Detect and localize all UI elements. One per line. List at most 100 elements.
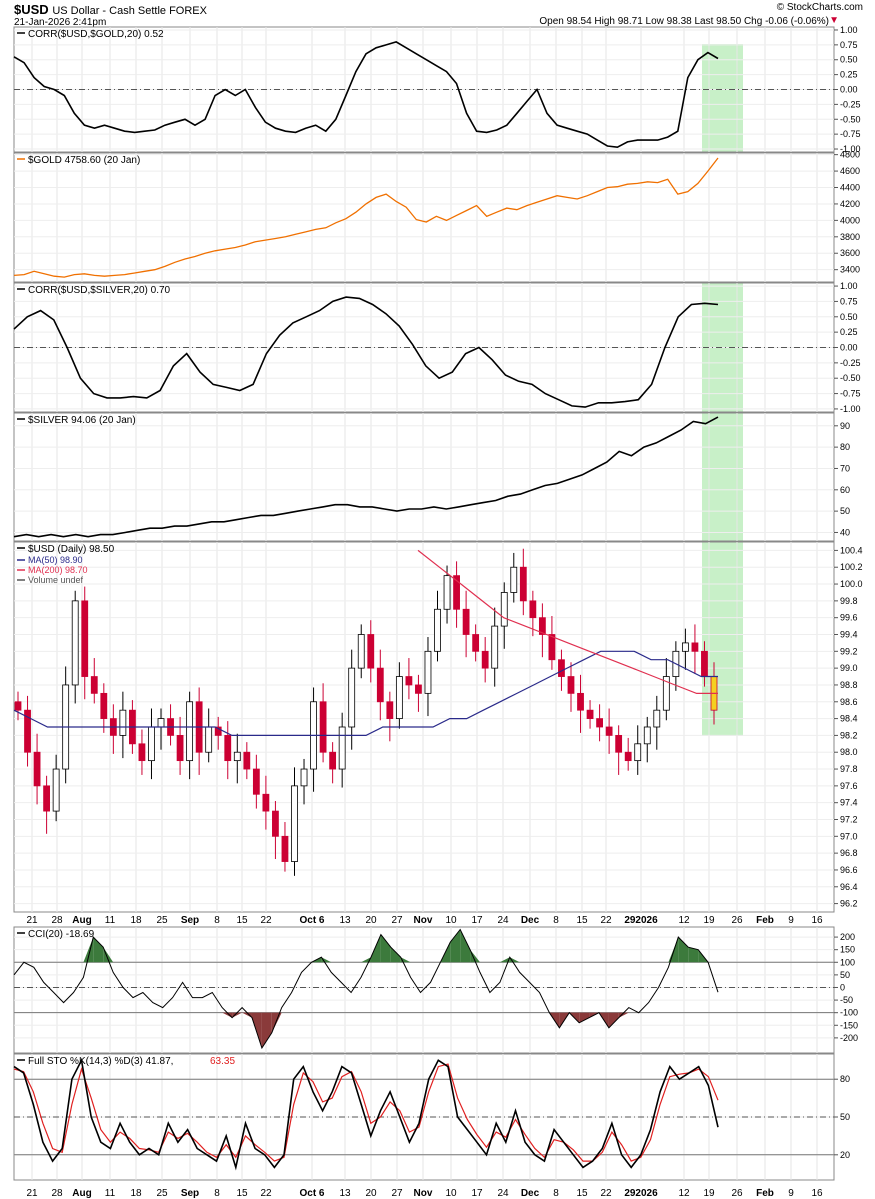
ytick-label: 97.4 — [840, 798, 858, 808]
ma50-line — [13, 650, 718, 736]
x-tick-label: 19 — [703, 915, 715, 926]
cci-oversold-area — [261, 1012, 272, 1048]
ytick-label: 0.00 — [840, 85, 858, 95]
chg-arrow: ▼ — [829, 15, 839, 26]
candle-body — [186, 701, 194, 762]
cci-oversold-area — [242, 1012, 252, 1018]
candle-body — [662, 676, 670, 711]
panel-title: CORR($USD,$GOLD,20) 0.52 — [28, 29, 164, 40]
candle-body — [500, 592, 508, 627]
symbol-name: US Dollar - Cash Settle FOREX — [52, 5, 207, 17]
panel-title: $GOLD 4758.60 (20 Jan) — [28, 155, 140, 166]
candle-body — [653, 709, 661, 728]
symbol-title: $USD US Dollar - Cash Settle FOREX — [14, 2, 207, 17]
x-tick-label: 28 — [51, 915, 63, 926]
candle-body — [157, 718, 165, 728]
ytick-label: 4400 — [840, 183, 860, 193]
ytick-label: 98.0 — [840, 747, 858, 757]
ytick-label: 0.75 — [840, 40, 858, 50]
x-tick-label: 27 — [391, 915, 403, 926]
ytick-label: 60 — [840, 485, 850, 495]
ytick-label: 98.8 — [840, 680, 858, 690]
cci-overbought-area — [470, 949, 481, 963]
x-axis-labels: 21 28 Aug 11 18 25 Sep 8 15 22 Oct 6 13 20 27 Nov 10 17 2… — [26, 1188, 823, 1199]
candle-body — [472, 634, 480, 652]
x-tick-label: 24 — [497, 1188, 509, 1199]
candle-body — [386, 701, 394, 719]
x-tick-label: 22 — [260, 1188, 272, 1199]
candle-body — [319, 701, 327, 753]
candle-body — [148, 726, 155, 762]
x-tick-label: 12 — [678, 1188, 690, 1199]
x-tick-label: 8 — [214, 915, 220, 926]
candle-body — [424, 650, 432, 694]
gold-line — [13, 157, 719, 278]
x-tick-label: Aug — [72, 915, 91, 926]
x-tick-label: 28 — [51, 1188, 63, 1199]
cci-oversold-area — [232, 1012, 243, 1018]
candle-body — [577, 692, 584, 711]
candle-body — [462, 608, 470, 635]
cci-overbought-area — [668, 937, 679, 963]
candle-body — [519, 566, 527, 602]
panel-title: $SILVER 94.06 (20 Jan) — [28, 415, 136, 426]
candle-body — [691, 642, 699, 652]
candle-body — [605, 726, 613, 736]
ytick-label: 98.4 — [840, 714, 858, 724]
x-tick-label: Oct 6 — [299, 1188, 324, 1199]
ytick-label: 100.2 — [840, 562, 863, 572]
ytick-label: 0.25 — [840, 70, 858, 80]
x-tick-label: 8 — [553, 1188, 559, 1199]
candle-body — [281, 835, 289, 862]
ytick-label: 40 — [840, 527, 850, 537]
ytick-label: 90 — [840, 421, 850, 431]
candle-body — [90, 676, 98, 694]
ytick-label: 99.4 — [840, 630, 858, 640]
ytick-label: 50 — [840, 970, 850, 980]
ytick-label: 100.4 — [840, 545, 863, 555]
x-tick-label: 10 — [445, 1188, 457, 1199]
corr-silver-line — [13, 296, 719, 408]
ytick-label: 200 — [840, 932, 855, 942]
ytick-label: 96.8 — [840, 848, 858, 858]
ytick-label: -0.75 — [840, 389, 861, 399]
ytick-label: 0.50 — [840, 312, 858, 322]
ytick-label: 0.75 — [840, 296, 858, 306]
candle-body — [33, 751, 41, 787]
x-tick-label: 16 — [811, 915, 823, 926]
ytick-label: 1.00 — [840, 25, 858, 35]
x-tick-label: 27 — [391, 1188, 403, 1199]
x-tick-label: 22 — [600, 1188, 612, 1199]
ohlc-text: Open 98.54 High 98.71 Low 98.38 Last 98.… — [539, 16, 829, 27]
candles — [14, 548, 718, 876]
candle-body — [329, 751, 337, 770]
candle-body — [24, 709, 31, 753]
ytick-label: -1.00 — [840, 404, 861, 414]
candle-body — [138, 743, 146, 762]
candle-body — [262, 793, 270, 812]
ytick-label: 50 — [840, 1112, 850, 1122]
chart-date: 21-Jan-2026 2:41pm — [14, 17, 107, 28]
candle-body — [453, 575, 460, 610]
ytick-label: 97.6 — [840, 781, 858, 791]
silver-line — [13, 416, 719, 538]
x-tick-label: 8 — [553, 915, 559, 926]
panel-title: CORR($USD,$SILVER,20) 0.70 — [28, 285, 171, 296]
cci-overbought-area — [93, 937, 104, 963]
panel-frame — [13, 541, 835, 913]
x-tick-label: 8 — [214, 1188, 220, 1199]
candle-body — [681, 642, 689, 652]
x-tick-label: 292026 — [624, 1188, 658, 1199]
cci-overbought-area — [103, 947, 114, 963]
panel-title: Full STO %K(14,3) %D(3) 41.87, — [28, 1056, 173, 1067]
candle-body — [395, 676, 403, 719]
candle-body — [252, 768, 260, 795]
cci-overbought-area — [499, 957, 510, 963]
candle-body — [348, 667, 356, 728]
ytick-label: 99.6 — [840, 613, 858, 623]
x-tick-label: 10 — [445, 915, 457, 926]
x-tick-label: 22 — [260, 915, 272, 926]
candle-body — [119, 709, 127, 736]
legend-entry: MA(50) 98.90 — [28, 555, 83, 565]
